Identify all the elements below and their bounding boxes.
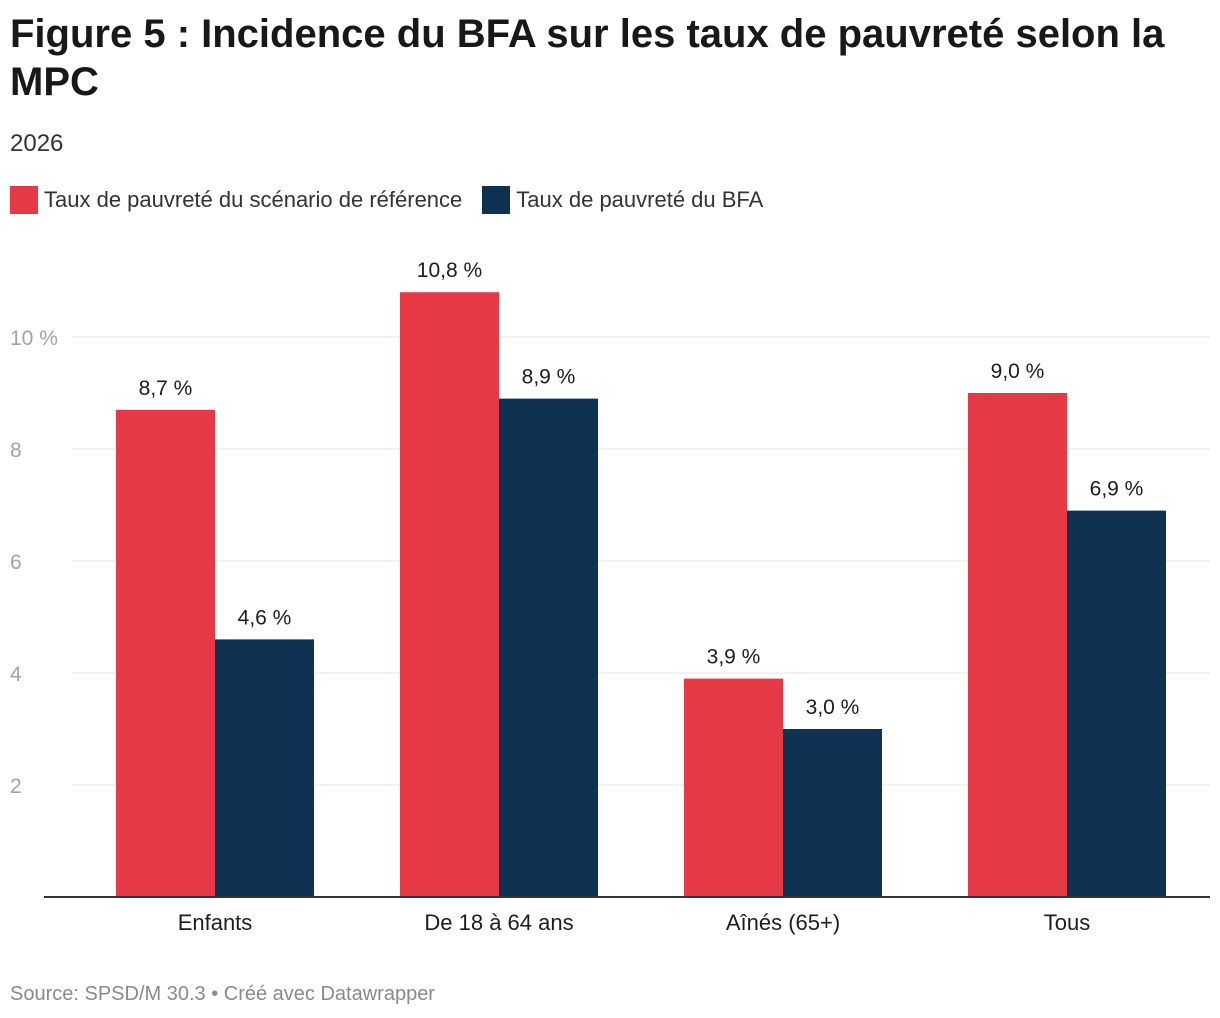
x-tick-label-3: Tous bbox=[1044, 910, 1090, 935]
y-tick-label-0: 2 bbox=[10, 775, 22, 798]
bar-1-0 bbox=[400, 292, 499, 897]
bar-3-1 bbox=[1067, 510, 1166, 897]
data-label-0-1: 4,6 % bbox=[238, 606, 292, 629]
bar-0-1 bbox=[215, 639, 314, 897]
x-tick-label-0: Enfants bbox=[178, 910, 253, 935]
x-tick-label-1: De 18 à 64 ans bbox=[424, 910, 573, 935]
bar-2-1 bbox=[783, 729, 882, 897]
chart-subtitle: 2026 bbox=[10, 130, 64, 157]
legend: Taux de pauvreté du scénario de référenc… bbox=[10, 186, 783, 214]
data-label-1-1: 8,9 % bbox=[522, 366, 576, 389]
bar-3-0 bbox=[968, 393, 1067, 897]
legend-swatch-bfa bbox=[482, 186, 511, 214]
data-label-0-0: 8,7 % bbox=[139, 377, 193, 400]
legend-item-bfa: Taux de pauvreté du BFA bbox=[482, 186, 763, 214]
chart-title: Figure 5 : Incidence du BFA sur les taux… bbox=[10, 12, 1165, 104]
legend-label-bfa: Taux de pauvreté du BFA bbox=[516, 187, 764, 212]
legend-item-reference: Taux de pauvreté du scénario de référenc… bbox=[10, 186, 462, 214]
y-tick-label-2: 6 bbox=[10, 551, 22, 574]
bar-chart: 2 4 6 8 10 % 8,7 % 4,6 % Enfants 10,8 % 8,9 % De 1… bbox=[10, 259, 1210, 935]
y-tick-label-4: 10 % bbox=[10, 327, 58, 350]
source-note: Source: SPSD/M 30.3 • Créé avec Datawrap… bbox=[10, 983, 435, 1005]
data-label-3-0: 9,0 % bbox=[991, 360, 1045, 383]
y-tick-label-3: 8 bbox=[10, 439, 22, 462]
legend-swatch-reference bbox=[10, 186, 38, 214]
bar-0-0 bbox=[116, 409, 215, 897]
data-label-2-1: 3,0 % bbox=[806, 696, 860, 719]
x-tick-label-2: Aînés (65+) bbox=[726, 910, 840, 935]
data-label-2-0: 3,9 % bbox=[707, 646, 761, 669]
bar-1-1 bbox=[499, 398, 598, 897]
legend-label-reference: Taux de pauvreté du scénario de référenc… bbox=[44, 187, 463, 212]
bar-2-0 bbox=[684, 678, 783, 897]
data-label-3-1: 6,9 % bbox=[1090, 478, 1144, 501]
data-label-1-0: 10,8 % bbox=[417, 259, 482, 282]
y-tick-label-1: 4 bbox=[10, 663, 22, 686]
